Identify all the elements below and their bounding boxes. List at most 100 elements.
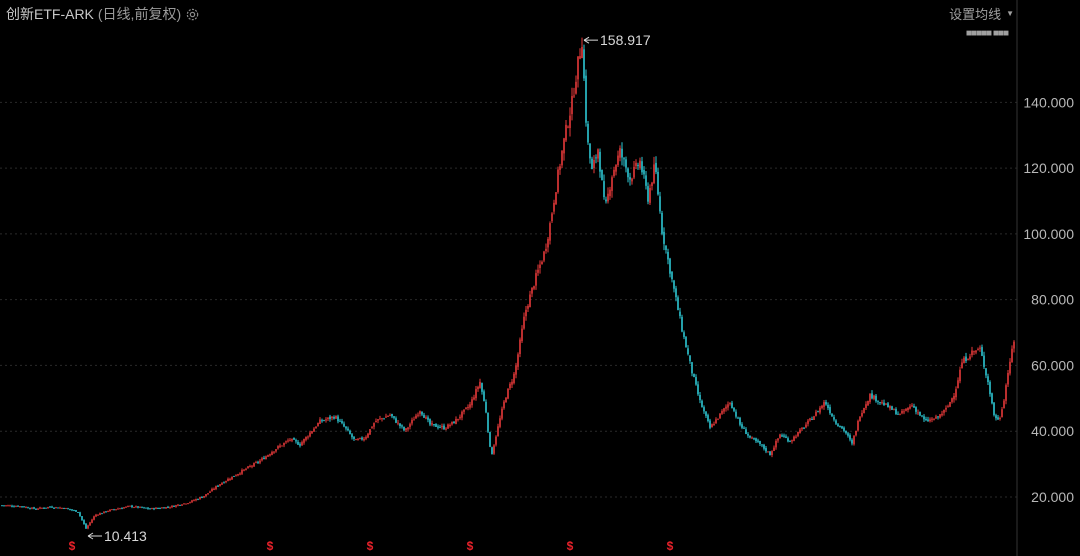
candle-body: [63, 508, 65, 510]
candle-body: [475, 389, 477, 399]
candle-body: [135, 506, 137, 508]
candle-body: [145, 507, 147, 509]
candle-body: [757, 440, 759, 442]
candle-body: [105, 511, 107, 513]
candle-body: [553, 202, 555, 212]
candle-body: [409, 424, 411, 427]
candle-body: [353, 436, 355, 439]
candle-body: [667, 251, 669, 260]
candle-body: [399, 423, 401, 426]
candle-body: [653, 164, 655, 183]
gear-icon[interactable]: [185, 7, 200, 22]
candle-body: [393, 416, 395, 418]
candle-body: [945, 407, 947, 410]
candle-body: [73, 510, 75, 512]
candle-body: [827, 404, 829, 409]
ma-setting-label: 设置均线: [949, 7, 1002, 22]
candle-body: [763, 444, 765, 449]
candle-body: [469, 404, 471, 408]
candle-body: [631, 178, 633, 182]
annotations: 158.917 10.413: [87, 32, 651, 544]
ma-setting-button[interactable]: 设置均线 ▼: [949, 4, 1014, 23]
candle-body: [279, 445, 281, 447]
y-tick-label: 120.000: [1023, 160, 1074, 176]
chart-subtitle: (日线,前复权): [97, 6, 182, 22]
candle-body: [643, 169, 645, 175]
candle-body: [591, 158, 593, 170]
candle-body: [445, 428, 447, 430]
candle-body: [1005, 385, 1007, 401]
candle-body: [257, 461, 259, 463]
candle-body: [41, 507, 43, 509]
candle-body: [401, 425, 403, 427]
candle-body: [473, 397, 475, 400]
candle-body: [955, 389, 957, 398]
candle-body: [131, 505, 133, 508]
candle-body: [433, 424, 435, 426]
candle-body: [907, 407, 909, 410]
candle-body: [627, 168, 629, 178]
candle-body: [263, 457, 265, 460]
y-tick-label: 40.000: [1031, 423, 1074, 439]
candle-body: [559, 166, 561, 170]
candle-body: [511, 381, 513, 385]
candle-body: [331, 416, 333, 419]
candle-body: [947, 406, 949, 408]
candle-body: [615, 165, 617, 172]
candle-body: [309, 432, 311, 437]
candle-body: [889, 406, 891, 409]
candle-body: [293, 437, 295, 440]
candle-body: [963, 357, 965, 364]
candle-body: [863, 408, 865, 414]
candle-body: [621, 148, 623, 158]
candle-body: [265, 456, 267, 460]
candle-body: [77, 511, 79, 513]
candle-body: [869, 393, 871, 402]
candle-body: [71, 509, 73, 511]
candle-body: [871, 393, 873, 399]
candle-body: [971, 350, 973, 356]
candle-body: [287, 440, 289, 442]
candle-body: [961, 362, 963, 369]
candle-body: [465, 407, 467, 409]
candle-body: [905, 408, 907, 411]
candle-body: [235, 475, 237, 477]
candle-body: [363, 438, 365, 441]
candle-body: [9, 505, 11, 507]
candle-body: [689, 355, 691, 362]
candle-body: [471, 399, 473, 406]
candle-body: [999, 417, 1001, 419]
candle-body: [993, 402, 995, 416]
candle-body: [545, 248, 547, 252]
candle-body: [149, 508, 151, 510]
candle-body: [239, 473, 241, 475]
candle-body: [813, 416, 815, 420]
candle-body: [305, 436, 307, 440]
candle-body: [715, 419, 717, 424]
candle-body: [705, 411, 707, 416]
candle-body: [341, 421, 343, 424]
candle-body: [537, 269, 539, 273]
candle-body: [343, 423, 345, 427]
candle-body: [51, 506, 53, 508]
candles: [1, 37, 1015, 530]
candle-body: [207, 493, 209, 495]
candle-body: [671, 272, 673, 280]
candle-body: [743, 427, 745, 429]
candle-body: [657, 171, 659, 195]
candle-body: [387, 415, 389, 417]
candle-body: [371, 427, 373, 429]
candle-body: [181, 504, 183, 506]
candle-body: [299, 444, 301, 446]
candle-body: [655, 162, 657, 173]
candle-body: [381, 418, 383, 420]
candle-body: [959, 369, 961, 382]
candle-body: [487, 412, 489, 432]
candle-body: [193, 500, 195, 502]
candle-body: [639, 160, 641, 168]
candle-body: [359, 437, 361, 439]
candle-body: [319, 419, 321, 424]
candle-body: [107, 511, 109, 513]
candle-body: [447, 424, 449, 429]
candle-body: [929, 419, 931, 422]
